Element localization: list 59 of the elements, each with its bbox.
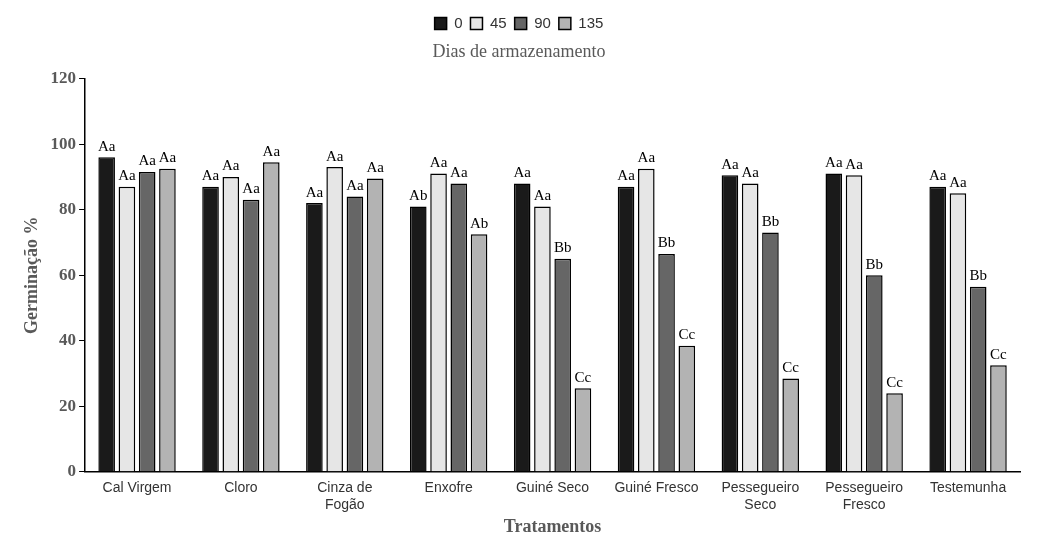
data-label: Aa: [346, 177, 365, 193]
data-label: Bb: [553, 239, 572, 256]
y-tick-label: 120: [50, 67, 77, 87]
legend-label: 45: [489, 13, 507, 31]
data-label: Aa: [928, 167, 947, 184]
data-label: Aa: [158, 149, 177, 166]
data-label: Aa: [138, 152, 157, 169]
data-label: Aa: [845, 155, 864, 172]
y-tick-label: 100: [50, 133, 77, 153]
data-label: Aa: [825, 154, 843, 171]
x-tick-label: Pessegueiro Seco: [721, 479, 800, 512]
data-label: Aa: [533, 186, 552, 203]
x-tick-label: Enxofre: [424, 479, 474, 496]
data-label: Aa: [222, 157, 240, 174]
data-label: Aa: [721, 155, 739, 172]
data-label: Aa: [262, 142, 281, 159]
data-label: Aa: [429, 154, 448, 171]
y-tick-label: 0: [67, 461, 77, 481]
x-tick-label: Cal Virgem: [102, 479, 172, 496]
legend-label: 90: [534, 13, 551, 31]
data-label: Aa: [366, 158, 385, 175]
data-label: Cc: [574, 368, 592, 385]
data-label: Bb: [657, 234, 676, 251]
data-label: Cc: [886, 373, 904, 390]
data-label: Bb: [969, 267, 987, 284]
data-label: Aa: [617, 167, 636, 184]
data-label: Ab: [469, 214, 489, 231]
data-label: Aa: [450, 163, 468, 180]
data-label: Aa: [637, 149, 656, 166]
y-tick-label: 40: [59, 330, 77, 350]
x-tick-label: Testemunha: [929, 479, 1007, 496]
x-tick-label: Pessegueiro Fresco: [825, 479, 904, 512]
data-label: Aa: [201, 167, 220, 184]
data-label: Aa: [741, 163, 760, 180]
x-tick-label: Guiné Seco: [515, 479, 590, 496]
legend-title: Dias de armazenamento: [432, 40, 606, 61]
y-tick-label: 60: [59, 264, 77, 284]
data-label: Cc: [990, 345, 1008, 362]
data-label: Aa: [325, 147, 344, 164]
y-axis-title: Germinação %: [21, 216, 42, 334]
data-label: Aa: [242, 180, 261, 197]
x-tick-label: Guiné Fresco: [614, 479, 699, 496]
data-label: Ab: [409, 186, 428, 203]
data-label: Aa: [97, 137, 116, 154]
x-tick-label: Cloro: [224, 479, 258, 496]
y-tick-label: 20: [59, 395, 77, 415]
data-label: Aa: [513, 163, 532, 180]
data-label: Aa: [118, 167, 136, 184]
data-label: Cc: [782, 358, 800, 375]
data-label: Bb: [761, 213, 780, 230]
data-label: Aa: [949, 173, 968, 190]
data-label: Cc: [678, 326, 696, 343]
x-axis-title: Tratamentos: [503, 515, 602, 536]
y-tick-label: 80: [59, 199, 77, 219]
data-label: Bb: [865, 255, 884, 272]
legend-label: 0: [454, 13, 463, 31]
data-label: Aa: [305, 183, 324, 200]
x-tick-label: Cinza de Fogão: [317, 479, 373, 512]
legend-label: 135: [578, 13, 604, 31]
